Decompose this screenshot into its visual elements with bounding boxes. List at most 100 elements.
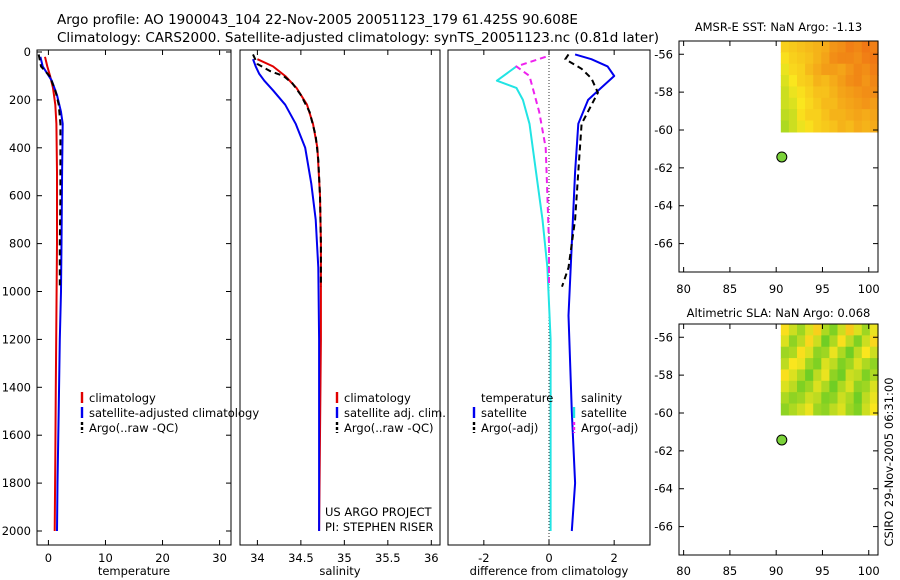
sst-grid-cell xyxy=(821,97,831,110)
sst-frame xyxy=(678,40,879,273)
sla-grid-cell xyxy=(845,358,855,371)
sst-grid-cell xyxy=(813,97,822,110)
sst-grid-cell xyxy=(869,63,879,76)
sst-grid-cell xyxy=(861,86,871,99)
sla-grid-cell xyxy=(805,335,814,348)
sla-grid-cell xyxy=(805,380,814,393)
temperature-ytick-label: 1000 xyxy=(2,285,31,299)
temperature-ytick-label: 1600 xyxy=(2,428,31,442)
sst-grid-cell xyxy=(853,86,863,99)
temperature-ytick-label: 1200 xyxy=(2,332,31,346)
sla-grid-cell xyxy=(797,403,806,416)
sst-grid-cell xyxy=(845,109,855,122)
sst-ytick-label: -64 xyxy=(654,199,673,213)
side-timestamp: CSIRO 29-Nov-2005 06:31:00 xyxy=(882,377,896,546)
sla-grid-cell xyxy=(829,346,839,359)
temperature-ytick-label: 400 xyxy=(9,141,31,155)
sst-grid-cell xyxy=(829,41,839,53)
sla-grid-cell xyxy=(869,358,879,371)
sla-grid-cell xyxy=(845,346,855,359)
sla-grid-cell xyxy=(805,369,814,382)
sst-grid-cell xyxy=(861,120,871,133)
sst-grid-cell xyxy=(780,63,790,76)
sst-grid-cell xyxy=(813,109,822,122)
sla-grid-cell xyxy=(829,392,839,405)
difference-legend-label: Argo(-adj) xyxy=(581,421,638,435)
sla-grid-cell xyxy=(821,346,831,359)
sla-grid-cell xyxy=(780,324,790,336)
sst-grid-cell xyxy=(805,97,814,110)
salinity-series-argo-raw-qc- xyxy=(252,53,322,287)
sst-grid-cell xyxy=(813,41,822,53)
sla-grid-cell xyxy=(813,403,822,416)
temperature-series-satellite-adjusted-climatology xyxy=(39,56,64,532)
sla-ytick-label: -62 xyxy=(654,444,673,458)
sst-grid-cell xyxy=(788,52,798,65)
sst-grid-cell xyxy=(869,97,879,110)
sla-grid-cell xyxy=(845,324,855,336)
sst-grid-cell xyxy=(837,63,847,76)
sst-xtick-label: 95 xyxy=(815,282,830,296)
sla-grid-cell xyxy=(813,324,822,336)
sst-grid-cell xyxy=(837,86,847,99)
sst-grid-cell xyxy=(788,75,798,88)
sst-grid-cell xyxy=(813,75,822,88)
salinity-xtick-label: 36 xyxy=(424,551,439,565)
sst-grid-cell xyxy=(853,63,863,76)
sla-grid-cell xyxy=(829,369,839,382)
sla-grid-cell xyxy=(869,346,879,359)
sla-grid-cell xyxy=(788,369,798,382)
sla-grid-cell xyxy=(788,380,798,393)
temperature-frame xyxy=(36,49,232,546)
sla-grid-cell xyxy=(813,392,822,405)
sla-grid-cell xyxy=(780,346,790,359)
sst-grid-cell xyxy=(788,41,798,53)
sla-xtick-label: 85 xyxy=(723,564,738,578)
sst-grid-cell xyxy=(780,120,790,133)
salinity-xtick-label: 34.5 xyxy=(288,551,314,565)
sla-grid-cell xyxy=(829,358,839,371)
sla-grid-cell xyxy=(821,324,831,336)
sla-grid-cell xyxy=(845,369,855,382)
sst-grid-cell xyxy=(813,86,822,99)
temperature-legend-label: Argo(..raw -QC) xyxy=(89,421,179,435)
sla-grid-cell xyxy=(821,358,831,371)
temperature-ytick-label: 800 xyxy=(9,237,31,251)
temperature-xlabel: temperature xyxy=(98,564,170,578)
sst-grid-cell xyxy=(861,75,871,88)
temperature-legend-label: climatology xyxy=(89,391,156,405)
sla-grid-cell xyxy=(813,380,822,393)
sla-ytick-label: -58 xyxy=(654,368,673,382)
sst-grid-cell xyxy=(853,75,863,88)
sst-grid-cell xyxy=(813,120,822,133)
sla-grid-cell xyxy=(821,335,831,348)
difference-series-temperature-argo-adj- xyxy=(561,53,599,288)
sla-grid-cell xyxy=(813,369,822,382)
sla-ytick-label: -64 xyxy=(654,482,673,496)
sla-grid-cell xyxy=(780,358,790,371)
sla-ytick-label: -66 xyxy=(654,520,673,534)
sla-grid-cell xyxy=(829,324,839,336)
sst-xtick-label: 90 xyxy=(769,282,784,296)
sst-grid-cell xyxy=(869,52,879,65)
sst-grid-cell xyxy=(861,41,871,53)
sst-grid-cell xyxy=(780,41,790,53)
sla-grid-cell xyxy=(845,335,855,348)
sla-grid-cell xyxy=(837,380,847,393)
sla-grid-cell xyxy=(869,335,879,348)
temperature-legend-label: satellite-adjusted climatology xyxy=(89,406,259,420)
sst-grid-cell xyxy=(821,52,831,65)
temperature-xtick-label: 30 xyxy=(212,551,227,565)
temperature-ytick-label: 200 xyxy=(9,93,31,107)
sla-grid-cell xyxy=(861,346,871,359)
sst-grid-cell xyxy=(821,86,831,99)
salinity-legend-label: climatology xyxy=(344,391,411,405)
sla-grid-cell xyxy=(780,380,790,393)
sst-grid-cell xyxy=(788,109,798,122)
difference-series-temperature-satellite xyxy=(567,53,616,532)
sla-grid-cell xyxy=(821,380,831,393)
sla-grid-cell xyxy=(829,380,839,393)
sla-grid-cell xyxy=(861,403,871,416)
sst-grid-cell xyxy=(780,109,790,122)
sst-grid-cell xyxy=(788,63,798,76)
